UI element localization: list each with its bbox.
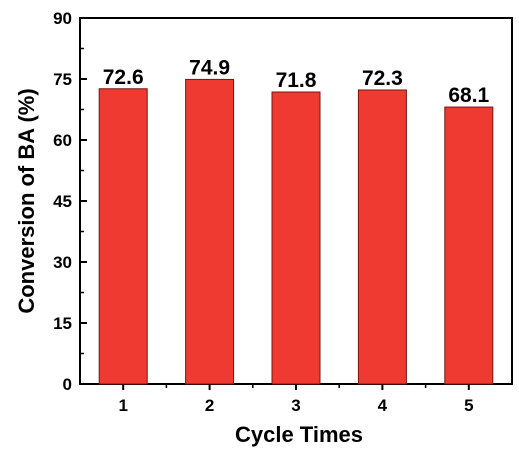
y-tick-label: 75 — [53, 70, 72, 89]
bar-value-label: 72.3 — [362, 67, 403, 90]
y-tick-label: 60 — [53, 131, 72, 150]
x-axis-title: Cycle Times — [235, 422, 363, 447]
bar — [357, 89, 407, 385]
y-tick-label: 30 — [53, 253, 72, 272]
y-tick-label: 0 — [63, 375, 72, 394]
bar-value-label: 71.8 — [276, 69, 317, 92]
x-tick-label: 5 — [464, 396, 473, 415]
x-tick-label: 4 — [378, 396, 388, 415]
y-axis-ticks: 0 15 30 45 60 75 90 — [53, 9, 87, 394]
bar — [98, 88, 148, 385]
y-tick-label: 15 — [53, 314, 72, 333]
bar — [185, 78, 235, 385]
bar-value-label: 74.9 — [189, 56, 230, 79]
y-tick-label: 45 — [53, 192, 72, 211]
bar-value-label: 72.6 — [103, 66, 144, 89]
x-tick-label: 2 — [205, 396, 214, 415]
x-tick-label: 3 — [291, 396, 300, 415]
bar — [271, 91, 321, 385]
bar-value-label: 68.1 — [448, 84, 489, 107]
x-tick-label: 1 — [118, 396, 127, 415]
y-axis-title: Conversion of BA (%) — [14, 88, 39, 313]
x-axis-ticks: 1 2 3 4 5 — [118, 384, 474, 415]
bar — [444, 106, 494, 385]
bars — [98, 78, 494, 385]
y-tick-label: 90 — [53, 9, 72, 28]
data-labels: 72.6 74.9 71.8 72.3 68.1 — [103, 56, 490, 107]
